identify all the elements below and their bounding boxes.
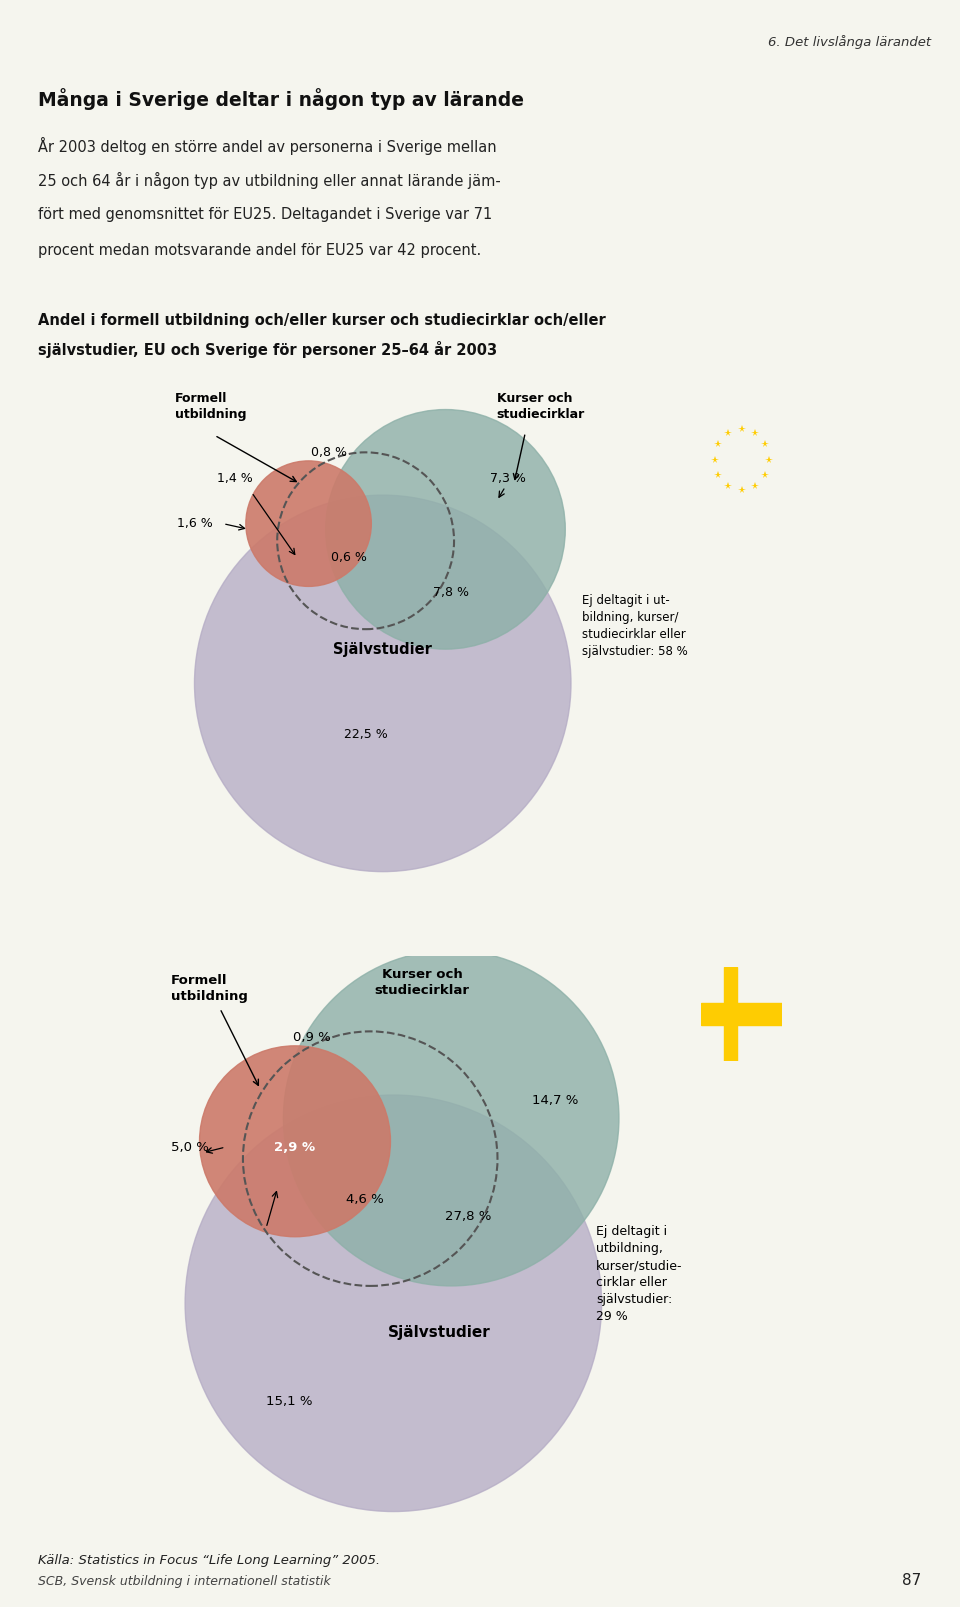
- Text: 6. Det livslånga lärandet: 6. Det livslånga lärandet: [768, 35, 931, 50]
- Text: självstudier, EU och Sverige för personer 25–64 år 2003: självstudier, EU och Sverige för persone…: [38, 341, 497, 358]
- Text: 22,5 %: 22,5 %: [344, 728, 388, 741]
- Text: procent medan motsvarande andel för EU25 var 42 procent.: procent medan motsvarande andel för EU25…: [38, 243, 482, 257]
- Text: 0,9 %: 0,9 %: [294, 1030, 331, 1043]
- Circle shape: [246, 461, 372, 587]
- Circle shape: [185, 1094, 602, 1512]
- Text: Formell
utbildning: Formell utbildning: [175, 392, 246, 421]
- Text: Kurser och
studiecirklar: Kurser och studiecirklar: [374, 967, 469, 996]
- Text: Ej deltagit i
utbildning,
kurser/studie-
cirklar eller
självstudier:
29 %: Ej deltagit i utbildning, kurser/studie-…: [596, 1226, 683, 1323]
- Bar: [724, 967, 736, 1061]
- Text: 0,6 %: 0,6 %: [330, 551, 367, 564]
- Text: 0,8 %: 0,8 %: [310, 445, 347, 460]
- Text: 7,3 %: 7,3 %: [491, 471, 526, 484]
- Circle shape: [200, 1046, 391, 1237]
- Circle shape: [283, 950, 619, 1286]
- Circle shape: [195, 495, 571, 871]
- Text: 1,6 %: 1,6 %: [178, 517, 213, 530]
- Text: 87: 87: [902, 1573, 922, 1588]
- Text: Andel i formell utbildning och/eller kurser och studiecirklar och/eller: Andel i formell utbildning och/eller kur…: [38, 313, 606, 328]
- Text: 2,9 %: 2,9 %: [275, 1141, 316, 1154]
- Text: 1,4 %: 1,4 %: [217, 471, 252, 484]
- Text: SCB, Svensk utbildning i internationell statistik: SCB, Svensk utbildning i internationell …: [38, 1575, 331, 1588]
- Text: 5,0 %: 5,0 %: [171, 1141, 208, 1154]
- Text: Många i Sverige deltar i någon typ av lärande: Många i Sverige deltar i någon typ av lä…: [38, 88, 524, 111]
- Text: Självstudier: Självstudier: [388, 1324, 491, 1340]
- Text: 15,1 %: 15,1 %: [266, 1395, 312, 1408]
- Text: Självstudier: Självstudier: [333, 641, 432, 657]
- Text: Formell
utbildning: Formell utbildning: [171, 974, 248, 1003]
- Text: Kurser och
studiecirklar: Kurser och studiecirklar: [497, 392, 585, 421]
- Text: År 2003 deltog en större andel av personerna i Sverige mellan: År 2003 deltog en större andel av person…: [38, 137, 497, 154]
- Text: 7,8 %: 7,8 %: [433, 585, 469, 598]
- Text: fört med genomsnittet för EU25. Deltagandet i Sverige var 71: fört med genomsnittet för EU25. Deltagan…: [38, 207, 492, 222]
- Text: 14,7 %: 14,7 %: [532, 1094, 579, 1107]
- Text: Ej deltagit i ut-
bildning, kurser/
studiecirklar eller
självstudier: 58 %: Ej deltagit i ut- bildning, kurser/ stud…: [583, 595, 688, 659]
- Text: 27,8 %: 27,8 %: [445, 1210, 492, 1223]
- Text: 4,6 %: 4,6 %: [346, 1192, 383, 1205]
- Bar: [701, 1003, 782, 1025]
- Text: Källa: Statistics in Focus “Life Long Learning” 2005.: Källa: Statistics in Focus “Life Long Le…: [38, 1554, 380, 1567]
- Text: 25 och 64 år i någon typ av utbildning eller annat lärande jäm-: 25 och 64 år i någon typ av utbildning e…: [38, 172, 501, 190]
- Circle shape: [325, 410, 565, 649]
